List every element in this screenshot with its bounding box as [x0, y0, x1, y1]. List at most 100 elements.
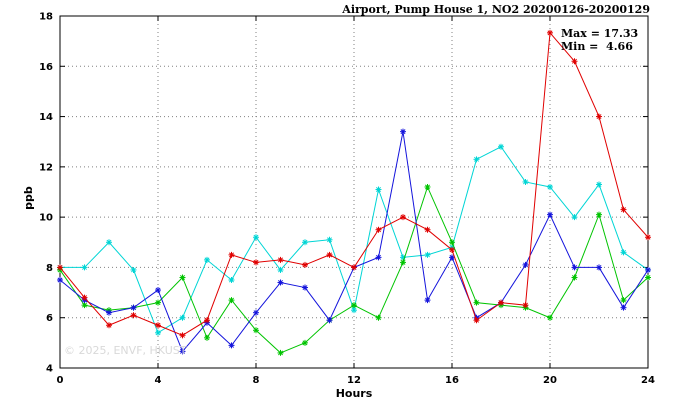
marker-red	[523, 302, 528, 308]
marker-red	[82, 295, 87, 301]
x-tick-label: 4	[155, 375, 162, 386]
max-annotation: Max = 17.33	[561, 27, 639, 40]
marker-red	[204, 317, 210, 323]
marker-cyan	[253, 234, 259, 240]
maxmin-annotation: Max = 17.33 Min = 4.66	[561, 27, 638, 53]
marker-red	[376, 227, 381, 233]
marker-cyan	[180, 315, 185, 321]
marker-cyan	[376, 187, 381, 192]
marker-red	[572, 58, 577, 64]
y-tick-label: 16	[39, 62, 53, 73]
marker-green	[229, 297, 234, 303]
y-axis-label: ppb	[22, 186, 35, 210]
marker-cyan	[82, 264, 87, 270]
marker-cyan	[302, 239, 308, 245]
y-tick-label: 4	[46, 364, 53, 375]
min-annotation: Min = 4.66	[561, 40, 633, 53]
marker-red	[351, 264, 357, 270]
marker-blue	[547, 212, 553, 218]
marker-green	[302, 340, 308, 346]
x-tick-label: 0	[57, 375, 64, 386]
marker-red	[645, 234, 651, 240]
x-tick-label: 20	[543, 375, 557, 386]
marker-cyan	[278, 267, 283, 273]
marker-cyan	[572, 214, 577, 220]
marker-blue	[376, 254, 381, 260]
marker-blue	[425, 297, 430, 303]
marker-green	[278, 350, 283, 356]
marker-green	[572, 275, 577, 280]
marker-cyan	[327, 237, 332, 243]
marker-green	[351, 302, 357, 308]
marker-red	[131, 312, 136, 318]
marker-red	[400, 214, 406, 220]
marker-green	[204, 335, 210, 341]
marker-red	[302, 262, 308, 268]
y-tick-label: 6	[46, 313, 53, 324]
marker-green	[645, 275, 651, 280]
marker-green	[180, 275, 185, 280]
marker-cyan	[400, 254, 406, 260]
marker-blue	[327, 317, 332, 323]
marker-red	[155, 322, 161, 328]
marker-blue	[572, 264, 577, 270]
marker-blue	[131, 305, 136, 311]
marker-cyan	[131, 267, 136, 273]
x-tick-label: 24	[641, 375, 655, 386]
x-tick-label: 16	[445, 375, 459, 386]
marker-cyan	[155, 330, 161, 336]
marker-blue	[180, 348, 185, 354]
watermark: © 2025, ENVF, HKUST	[64, 344, 187, 357]
y-tick-label: 10	[39, 213, 53, 224]
marker-blue	[106, 310, 112, 316]
marker-red	[180, 332, 185, 338]
x-tick-label: 12	[347, 375, 361, 386]
marker-cyan	[425, 252, 430, 258]
marker-green	[425, 184, 430, 190]
marker-red	[621, 207, 626, 213]
marker-cyan	[621, 249, 626, 255]
marker-red	[278, 257, 283, 263]
marker-red	[106, 322, 112, 328]
marker-red	[596, 114, 602, 120]
marker-blue	[621, 305, 626, 311]
marker-cyan	[547, 184, 553, 190]
marker-green	[400, 259, 406, 265]
marker-green	[621, 297, 626, 303]
marker-blue	[155, 287, 161, 293]
marker-green	[547, 315, 553, 321]
marker-red	[327, 252, 332, 258]
y-tick-label: 12	[39, 162, 53, 173]
marker-cyan	[204, 257, 210, 263]
marker-red	[57, 264, 63, 270]
marker-green	[596, 212, 602, 218]
marker-blue	[523, 262, 528, 268]
x-tick-label: 8	[253, 375, 260, 386]
y-tick-label: 18	[39, 12, 53, 23]
x-axis-label: Hours	[335, 387, 373, 400]
marker-red	[449, 247, 455, 253]
marker-cyan	[596, 181, 602, 187]
marker-blue	[400, 129, 406, 135]
marker-blue	[253, 310, 259, 316]
marker-cyan	[351, 307, 357, 313]
marker-green	[449, 239, 455, 245]
marker-red	[253, 259, 259, 265]
marker-red	[474, 317, 479, 323]
chart-title: Airport, Pump House 1, NO2 20200126-2020…	[342, 3, 650, 16]
marker-blue	[278, 280, 283, 285]
y-tick-label: 14	[39, 112, 53, 123]
marker-green	[474, 300, 479, 306]
marker-green	[253, 327, 259, 333]
marker-green	[376, 315, 381, 321]
y-tick-label: 8	[46, 263, 53, 274]
marker-green	[82, 302, 87, 308]
marker-red	[547, 30, 553, 36]
marker-blue	[596, 264, 602, 270]
marker-cyan	[474, 156, 479, 162]
marker-cyan	[106, 239, 112, 245]
marker-blue	[57, 277, 63, 283]
marker-blue	[302, 285, 308, 291]
